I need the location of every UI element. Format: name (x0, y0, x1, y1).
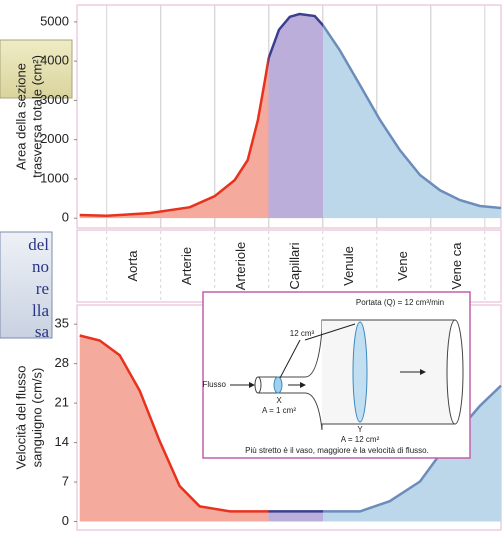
background-card (0, 39, 73, 99)
leader (279, 339, 301, 379)
category-label: Venule (341, 246, 356, 286)
y-axis-label: Area della sezione (13, 63, 28, 170)
area-y: A = 12 cm² (341, 435, 380, 444)
y-tick-label: 0 (62, 210, 69, 225)
volume-label: 12 cm³ (290, 329, 315, 338)
leader (304, 323, 356, 341)
y-tick-label: 7 (62, 474, 69, 489)
line (79, 334, 502, 513)
y-tick-label: 14 (55, 434, 69, 449)
charts: 0 1000 2000 3000 4000 5000 Area della sezione t… (13, 5, 502, 528)
sidebar-box (0, 231, 53, 339)
y-tick-label: 5000 (40, 13, 69, 28)
y-tick-label: 3000 (40, 92, 69, 107)
category-label: Arteriole (233, 242, 248, 290)
sidebar-line: lla (32, 301, 49, 320)
category-strip (76, 229, 502, 303)
inset-title: Portata (Q) = 12 cm³/min (356, 298, 444, 307)
inset: Portata (Q) = 12 cm³/min 12 cm³ Flusso X… (202, 291, 471, 459)
category-label: Capillari (287, 242, 302, 289)
flow-label: Flusso (202, 380, 226, 389)
area-x: A = 1 cm² (262, 406, 296, 415)
y-tick-label: 2000 (40, 131, 69, 146)
tube-start (254, 376, 262, 394)
y-tick-label: 35 (55, 316, 69, 331)
y-axis-label: trasversa totale (cm²) (29, 55, 44, 178)
y-tick-label: 1000 (40, 170, 69, 185)
y-tick-label: 28 (55, 355, 69, 370)
line (79, 12, 502, 218)
section-y (352, 321, 368, 423)
inset-caption: Più stretto è il vaso, maggiore è la vel… (245, 446, 429, 455)
sidebar-line: sa (35, 322, 50, 341)
tube (258, 319, 455, 431)
category-label: Arterie (179, 247, 194, 285)
y-tick-label: 21 (55, 395, 69, 410)
area-fill (79, 335, 501, 522)
sidebar-line: del (28, 235, 49, 254)
y-axis-label: sanguigno (cm/s) (29, 368, 44, 468)
point-y: Y (357, 425, 363, 434)
sidebar: del no re lla sa (28, 235, 49, 341)
sidebar-line: no (32, 257, 49, 276)
point-x: X (276, 396, 282, 405)
tube-end (446, 319, 464, 425)
y-axis-label: Velocità del flusso (13, 365, 28, 469)
y-tick-label: 4000 (40, 53, 69, 68)
tube-body (322, 319, 456, 425)
category-label: Vene ca (449, 242, 464, 290)
sidebar-line: re (36, 279, 49, 298)
area-fill (79, 14, 501, 219)
category-label: Vene (395, 251, 410, 281)
category-label: Aorta (125, 250, 140, 282)
y-tick-label: 0 (62, 513, 69, 528)
section-x (273, 376, 283, 394)
